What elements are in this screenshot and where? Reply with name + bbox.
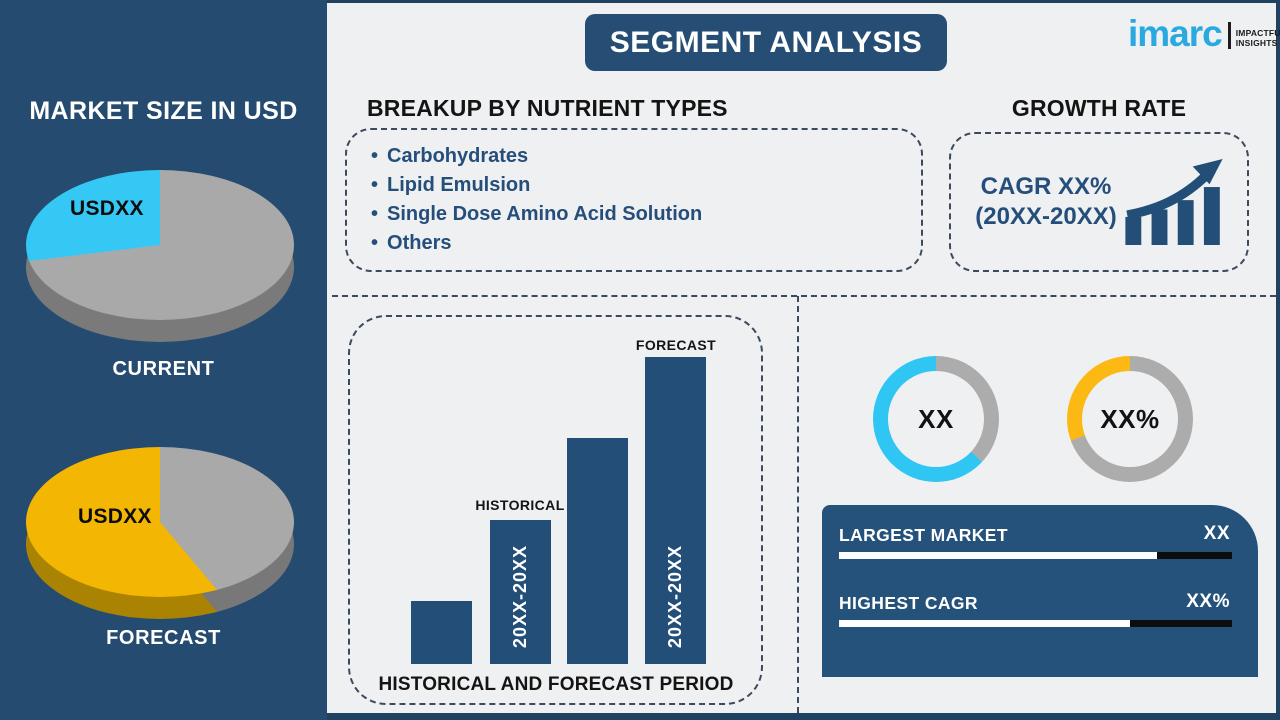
bar-period-label: 20XX-20XX xyxy=(510,544,530,648)
breakup-list-box: • Carbohydrates • Lipid Emulsion • Single D… xyxy=(345,128,923,272)
forecast-caption: FORECAST xyxy=(106,627,221,649)
pie-surface xyxy=(26,447,294,597)
highest-cagr-label: HIGHEST CAGR xyxy=(839,593,978,613)
largest-market-label: LARGEST MARKET xyxy=(839,525,1008,545)
progress-fill xyxy=(839,552,1158,559)
bullet-icon: • xyxy=(371,232,379,254)
timeline-bar-forecast: 20XX-20XX xyxy=(645,357,706,664)
logo-tagline-line2: INSIGHTS xyxy=(1235,38,1278,48)
timeline-bar-historical: 20XX-20XX xyxy=(490,520,551,664)
market-size-title: MARKET SIZE IN USD xyxy=(29,97,298,125)
right-border-strip xyxy=(1276,0,1280,720)
horizontal-divider xyxy=(332,295,1276,297)
largest-market-value: XX xyxy=(1203,523,1230,544)
bullet-icon: • xyxy=(371,203,379,225)
page-title-banner: SEGMENT ANALYSIS xyxy=(585,14,947,71)
highest-cagr-progress-bar xyxy=(839,620,1232,627)
forecast-annotation: FORECAST xyxy=(635,337,717,353)
historical-annotation: HISTORICAL xyxy=(475,497,565,513)
donut-hole xyxy=(1082,371,1178,467)
highest-cagr-donut-chart: XX% xyxy=(1067,356,1193,482)
imarc-logo-wordmark: imarc xyxy=(1128,13,1223,54)
breakup-section-title: BREAKUP BY NUTRIENT TYPES xyxy=(367,95,728,121)
summary-panel: LARGEST MARKET XX HIGHEST CAGR XX% xyxy=(822,505,1258,677)
highest-cagr-value: XX% xyxy=(1186,591,1230,612)
bullet-icon: • xyxy=(371,174,379,196)
highest-cagr-row: HIGHEST CAGR XX% xyxy=(839,591,1232,627)
cagr-period: (20XX-20XX) xyxy=(975,203,1117,230)
page-title: SEGMENT ANALYSIS xyxy=(609,25,923,59)
timeline-bar-3 xyxy=(567,438,628,664)
forecast-market-pie-chart: USDXX xyxy=(26,447,294,619)
pie-surface xyxy=(26,170,294,320)
progress-fill xyxy=(839,620,1130,627)
imarc-logo: imarc IMPACTFUL INSIGHTS xyxy=(1128,13,1280,54)
logo-tagline-line1: IMPACTFUL xyxy=(1235,28,1280,38)
bottom-border-strip xyxy=(0,713,1280,720)
bullet-icon: • xyxy=(371,145,379,167)
list-item: • Lipid Emulsion xyxy=(371,174,531,196)
largest-market-progress-bar xyxy=(839,552,1232,559)
timeline-chart-box xyxy=(348,315,763,705)
vertical-divider xyxy=(797,296,799,713)
logo-tagline: IMPACTFUL INSIGHTS xyxy=(1236,28,1280,48)
timeline-bar-1 xyxy=(411,601,472,664)
logo-divider xyxy=(1227,22,1231,49)
largest-market-donut-chart: XX xyxy=(873,356,999,482)
top-border-strip xyxy=(0,0,1280,3)
growth-arrow-bars-icon xyxy=(1125,159,1223,245)
timeline-chart-title: HISTORICAL AND FORECAST PERIOD xyxy=(378,674,734,695)
donut-value-label: XX% xyxy=(1100,403,1160,434)
cagr-text: CAGR XX% (20XX-20XX) xyxy=(975,172,1116,232)
list-item: • Single Dose Amino Acid Solution xyxy=(371,203,703,225)
market-size-sidebar: MARKET SIZE IN USD USDXX CURRENT USDXX F… xyxy=(0,0,327,720)
forecast-pie-value-label: USDXX xyxy=(78,505,152,528)
bar-period-label: 20XX-20XX xyxy=(665,544,685,648)
growth-rate-title: GROWTH RATE xyxy=(1011,95,1187,121)
current-market-pie-chart: USDXX xyxy=(26,170,294,342)
list-item: • Carbohydrates xyxy=(371,145,529,167)
current-caption: CURRENT xyxy=(112,358,215,380)
donut-hole xyxy=(888,371,984,467)
cagr-value: CAGR XX% xyxy=(980,173,1112,200)
growth-rate-box: CAGR XX% (20XX-20XX) xyxy=(949,132,1249,272)
donut-value-label: XX xyxy=(918,403,954,434)
list-item: • Others xyxy=(371,232,452,254)
current-pie-value-label: USDXX xyxy=(70,197,144,220)
largest-market-row: LARGEST MARKET XX xyxy=(839,523,1232,559)
nutrient-types-list: • Carbohydrates • Lipid Emulsion • Single D… xyxy=(371,142,911,258)
